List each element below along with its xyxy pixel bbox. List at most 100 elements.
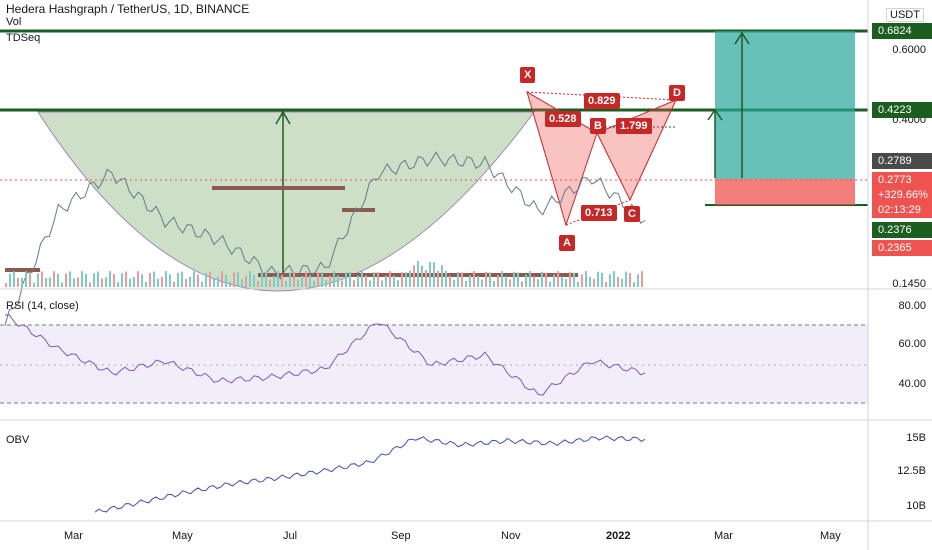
loss-zone — [715, 179, 855, 205]
volume-bar — [385, 275, 387, 287]
volume-bar — [273, 276, 275, 287]
volume-bar — [161, 276, 163, 287]
rsi-tick: 80.00 — [898, 300, 926, 312]
volume-bar — [549, 281, 551, 287]
volume-bar — [301, 275, 303, 287]
volume-bar — [345, 272, 347, 287]
volume-bar — [269, 279, 271, 287]
pattern-point-b: B — [590, 118, 606, 134]
volume-bar — [485, 271, 487, 287]
volume-bar — [149, 273, 151, 287]
volume-bar — [409, 270, 411, 287]
volume-bar — [521, 281, 523, 287]
volume-bar — [313, 280, 315, 287]
price-tag-neckline: 0.4223 — [872, 102, 932, 118]
volume-bar — [65, 273, 67, 287]
ratio-bcd: 1.799 — [616, 118, 652, 134]
volume-bar — [433, 262, 435, 287]
volume-bar — [141, 274, 143, 287]
vol-label[interactable]: Vol — [6, 16, 22, 28]
volume-bar — [557, 271, 559, 287]
volume-bar — [69, 271, 71, 287]
pattern-point-c: C — [624, 206, 640, 222]
volume-bar — [545, 272, 547, 287]
volume-bar — [525, 274, 527, 287]
volume-bar — [249, 271, 251, 287]
tdseq-label[interactable]: TDSeq — [6, 32, 41, 44]
volume-bar — [261, 272, 263, 287]
volume-bar — [573, 272, 575, 287]
volume-bar — [49, 277, 51, 287]
obv-label[interactable]: OBV — [6, 434, 30, 446]
obv-tick: 15B — [906, 432, 926, 444]
volume-bar — [565, 279, 567, 287]
volume-bar — [429, 262, 431, 287]
price-tick: 0.1450 — [892, 278, 926, 290]
volume-bar — [325, 279, 327, 287]
rsi-band — [0, 325, 868, 403]
volume-bar — [529, 271, 531, 287]
price-tag-stop: 0.2376 — [872, 222, 932, 238]
time-label: Sep — [391, 530, 411, 542]
volume-bar — [589, 276, 591, 287]
volume-bar — [89, 282, 91, 287]
volume-bar — [333, 271, 335, 287]
volume-bar — [381, 280, 383, 287]
volume-bar — [457, 271, 459, 287]
pattern-point-d: D — [669, 85, 685, 101]
volume-bar — [569, 271, 571, 287]
volume-bar — [93, 273, 95, 287]
volume-bar — [453, 279, 455, 287]
volume-bar — [125, 271, 127, 287]
volume-bar — [133, 276, 135, 287]
volume-bar — [533, 276, 535, 287]
time-label: Mar — [64, 530, 83, 542]
volume-bar — [405, 272, 407, 287]
volume-bar — [213, 279, 215, 287]
volume-bar — [341, 280, 343, 287]
volume-bar — [297, 279, 299, 287]
volume-bar — [449, 275, 451, 287]
volume-bar — [417, 261, 419, 287]
currency-button[interactable]: USDT — [886, 8, 924, 22]
volume-bar — [321, 272, 323, 287]
price-tag-low: 0.2365 — [872, 240, 932, 256]
rsi-label[interactable]: RSI (14, close) — [6, 300, 79, 312]
volume-bar — [229, 281, 231, 287]
time-label: May — [172, 530, 193, 542]
volume-bar — [469, 275, 471, 287]
volume-bar — [481, 279, 483, 287]
volume-bar — [285, 280, 287, 287]
volume-bar — [393, 275, 395, 287]
volume-bar — [205, 272, 207, 287]
volume-bar — [585, 271, 587, 287]
volume-bar — [293, 271, 295, 287]
volume-bar — [33, 282, 35, 287]
volume-bar — [369, 280, 371, 287]
volume-bar — [237, 271, 239, 287]
volume-bar — [577, 281, 579, 287]
pattern-point-a: A — [559, 235, 575, 251]
volume-bar — [25, 271, 27, 287]
volume-bar — [497, 274, 499, 287]
volume-bar — [593, 278, 595, 287]
volume-bar — [165, 271, 167, 287]
volume-bar — [373, 272, 375, 287]
volume-bar — [241, 279, 243, 287]
rsi-line — [4, 314, 646, 396]
obv-tick: 10B — [906, 500, 926, 512]
volume-bar — [389, 271, 391, 287]
volume-bar — [309, 275, 311, 287]
volume-bar — [45, 278, 47, 287]
volume-bar — [253, 274, 255, 287]
volume-bar — [473, 271, 475, 287]
volume-bar — [305, 271, 307, 287]
volume-bar — [477, 276, 479, 287]
volume-bar — [461, 272, 463, 287]
volume-bar — [421, 265, 423, 287]
volume-bar — [553, 274, 555, 287]
volume-bar — [209, 271, 211, 287]
volume-bar — [425, 270, 427, 287]
volume-bar — [289, 272, 291, 287]
